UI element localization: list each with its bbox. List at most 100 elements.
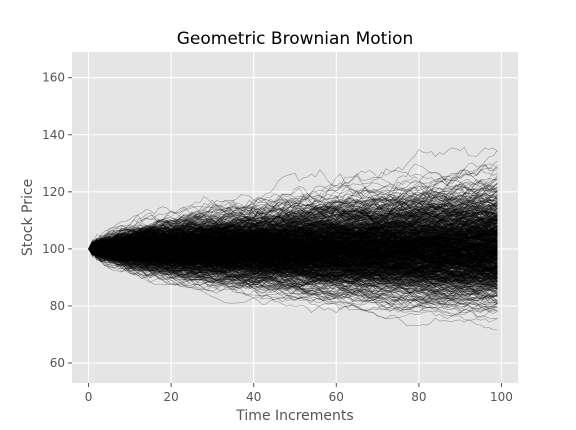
simulation-path xyxy=(88,199,498,253)
simulation-path xyxy=(88,246,498,294)
simulation-path xyxy=(88,210,498,254)
simulation-path xyxy=(88,235,498,264)
simulation-path xyxy=(88,199,498,252)
simulation-path xyxy=(88,229,498,280)
simulation-path xyxy=(88,248,498,320)
simulation-path xyxy=(88,233,498,289)
simulation-path xyxy=(88,197,498,255)
simulation-path xyxy=(88,223,498,254)
x-tick-label: 40 xyxy=(246,390,261,404)
simulation-path xyxy=(88,248,498,291)
simulation-path xyxy=(88,216,498,265)
simulation-path xyxy=(88,241,498,287)
simulation-path xyxy=(88,199,498,253)
simulation-path xyxy=(88,218,498,253)
simulation-path xyxy=(88,231,498,284)
simulation-path xyxy=(88,246,498,278)
simulation-path xyxy=(88,209,498,255)
simulation-path xyxy=(88,235,498,271)
simulation-path xyxy=(88,240,498,291)
simulation-path xyxy=(88,228,498,269)
simulation-path xyxy=(88,245,498,299)
simulation-path xyxy=(88,239,498,287)
simulation-path xyxy=(88,217,498,254)
simulation-path xyxy=(88,248,498,311)
simulation-path xyxy=(88,236,498,276)
simulation-path xyxy=(88,234,498,267)
simulation-path xyxy=(88,207,498,254)
simulation-path xyxy=(88,236,498,264)
simulation-path xyxy=(88,244,498,291)
simulation-path xyxy=(88,212,498,258)
simulation-path xyxy=(88,237,498,278)
simulation-path xyxy=(88,228,498,285)
simulation-path xyxy=(88,231,498,260)
simulation-path xyxy=(88,196,498,256)
simulation-path xyxy=(88,194,498,276)
simulation-path xyxy=(88,206,498,252)
simulation-path xyxy=(88,231,498,270)
simulation-path xyxy=(88,242,498,290)
simulation-path xyxy=(88,229,498,263)
simulation-path xyxy=(88,224,498,259)
simulation-path xyxy=(88,237,498,273)
simulation-path xyxy=(88,212,498,250)
simulation-path xyxy=(88,224,498,258)
simulation-path xyxy=(88,169,498,252)
y-tick-label: 160 xyxy=(42,71,65,85)
simulation-path xyxy=(88,247,498,279)
simulation-path xyxy=(88,190,498,250)
simulation-path xyxy=(88,210,498,259)
simulation-path xyxy=(88,248,498,295)
simulation-path xyxy=(88,247,498,270)
x-tick-label: 60 xyxy=(329,390,344,404)
simulation-path xyxy=(88,236,498,268)
simulation-path xyxy=(88,202,498,259)
simulation-path xyxy=(88,229,498,256)
simulation-path xyxy=(88,223,498,253)
simulation-path xyxy=(88,232,498,255)
x-tick-label: 0 xyxy=(85,390,93,404)
simulation-path xyxy=(88,212,498,253)
simulation-path xyxy=(88,233,498,262)
y-tick-label: 140 xyxy=(42,128,65,142)
simulation-path xyxy=(88,219,498,261)
simulation-path xyxy=(88,238,498,281)
simulation-path xyxy=(88,232,498,269)
simulation-path xyxy=(88,245,498,277)
simulation-path xyxy=(88,203,498,253)
simulation-path xyxy=(88,248,498,282)
simulation-path xyxy=(88,221,498,263)
simulation-path xyxy=(88,241,498,275)
simulation-path xyxy=(88,244,498,268)
simulation-path xyxy=(88,228,498,253)
simulation-path xyxy=(88,248,498,304)
simulation-path xyxy=(88,239,498,290)
simulation-path xyxy=(88,244,498,290)
simulation-path xyxy=(88,223,498,250)
simulation-path xyxy=(88,246,498,313)
simulation-path xyxy=(88,238,498,256)
simulation-path xyxy=(88,228,498,270)
simulation-path xyxy=(88,224,498,263)
simulation-path xyxy=(88,244,498,265)
simulation-path xyxy=(88,241,498,267)
simulation-path xyxy=(88,236,498,270)
simulation-path xyxy=(88,202,498,252)
simulation-path xyxy=(88,207,498,250)
simulation-path xyxy=(88,224,498,263)
simulation-path xyxy=(88,232,498,293)
simulation-path xyxy=(88,241,498,276)
simulation-path xyxy=(88,238,498,290)
simulation-path xyxy=(88,225,498,264)
simulation-path xyxy=(88,224,498,254)
simulation-path xyxy=(88,239,498,268)
simulation-path xyxy=(88,192,498,252)
simulation-path xyxy=(88,206,498,251)
simulation-path xyxy=(88,230,498,272)
simulation-path xyxy=(88,242,498,269)
simulation-path xyxy=(88,240,498,272)
simulation-path xyxy=(88,211,498,270)
simulation-path xyxy=(88,173,498,250)
